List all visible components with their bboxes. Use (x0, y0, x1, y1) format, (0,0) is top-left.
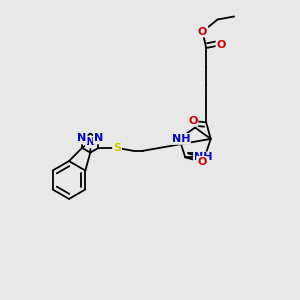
Text: N: N (77, 134, 87, 143)
Text: O: O (198, 26, 207, 37)
Text: NH: NH (172, 134, 190, 144)
Text: O: O (188, 116, 197, 126)
Text: O: O (217, 40, 226, 50)
Text: N: N (86, 137, 95, 147)
Text: S: S (113, 143, 121, 153)
Text: O: O (197, 157, 206, 167)
Text: NH: NH (194, 152, 212, 162)
Text: N: N (94, 134, 103, 143)
